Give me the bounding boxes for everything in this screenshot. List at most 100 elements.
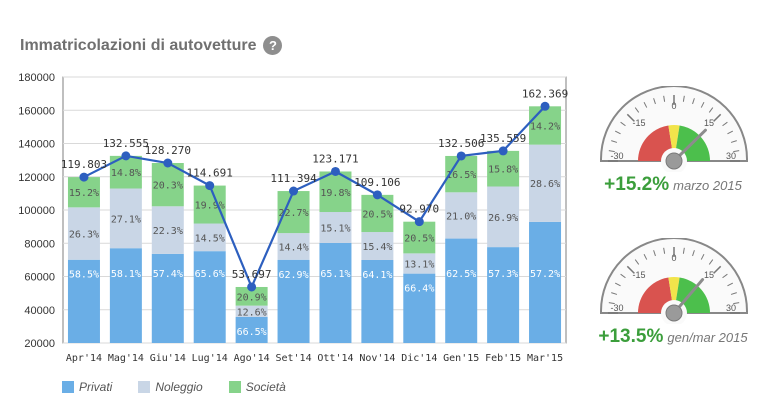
gauge-caption-ytd: +13.5% gen/mar 2015 <box>593 326 753 348</box>
bar-noleggio <box>235 305 268 317</box>
gauge-period-ytd: gen/mar 2015 <box>667 330 748 345</box>
bar-percent-label: 14.4% <box>278 242 308 253</box>
y-tick-label: 60000 <box>24 272 55 284</box>
y-tick-label: 160000 <box>18 105 55 117</box>
legend-item-societa[interactable]: Società <box>228 380 286 394</box>
bar-privati <box>235 316 268 343</box>
bar-societ <box>487 150 520 187</box>
help-icon[interactable]: ? <box>263 36 283 55</box>
bar-noleggio <box>529 144 562 222</box>
total-value-label: 53.697 <box>232 268 272 281</box>
gauge-tick <box>643 253 648 260</box>
gauge-tick <box>727 130 734 135</box>
gauge-tick <box>663 95 666 102</box>
gauge-dial-ytd: -30 -15 0 15 30 <box>600 238 748 324</box>
y-tick-label: 100000 <box>18 205 55 217</box>
gauge-tick <box>700 101 705 108</box>
gauge-band-yellow <box>668 125 680 161</box>
bar-noleggio <box>151 206 184 254</box>
x-tick-label: Dic'14 <box>401 353 437 364</box>
bar-percent-label: 26.3% <box>69 230 99 241</box>
bar-noleggio <box>193 223 226 252</box>
gauge-ytd: -30 -15 0 15 30 +13.5% gen/mar 2015 <box>593 238 753 348</box>
gauge-tick <box>611 140 618 143</box>
total-point <box>540 101 550 111</box>
gauge-tick <box>653 250 656 257</box>
gauge-tick <box>634 259 640 265</box>
total-point <box>79 172 89 182</box>
gauge-tick <box>634 107 640 113</box>
gauge-tick <box>608 150 615 153</box>
bar-percent-label: 15.8% <box>488 165 518 176</box>
legend-swatch-noleggio <box>138 381 151 393</box>
gauge-value-ytd: +13.5% <box>598 326 664 347</box>
total-value-label: 123.171 <box>312 152 358 165</box>
y-tick-label: 120000 <box>18 172 55 184</box>
gauge-tick <box>713 113 722 122</box>
x-tick-label: Mar'15 <box>527 353 563 364</box>
gauge-hub <box>665 304 683 322</box>
bar-percent-label: 12.6% <box>237 307 267 318</box>
bar-percent-label: 20.3% <box>153 181 183 192</box>
gauge-tick <box>682 95 685 102</box>
y-tick-label: 180000 <box>18 72 55 84</box>
bar-percent-label: 66.5% <box>237 327 267 338</box>
bar-noleggio <box>445 192 478 239</box>
bar-societ <box>277 191 310 234</box>
legend-item-noleggio[interactable]: Noleggio <box>138 380 203 394</box>
gauge-scale-label: -30 <box>610 151 623 161</box>
gauge-face <box>600 86 748 162</box>
bar-percent-label: 66.4% <box>404 284 434 295</box>
total-point <box>330 166 340 176</box>
gauge-scale-label: 15 <box>704 118 714 128</box>
gauge-tick <box>700 253 705 260</box>
total-point <box>205 181 215 191</box>
x-tick-label: Nov'14 <box>359 353 395 364</box>
total-point <box>456 151 466 161</box>
gauge-dial-monthly: -30 -15 0 15 30 <box>600 86 748 172</box>
legend-item-privati[interactable]: Privati <box>62 380 112 394</box>
legend-label-societa: Società <box>245 380 286 394</box>
bar-percent-label: 22.3% <box>153 226 183 237</box>
bar-noleggio <box>487 186 520 248</box>
gauge-scale-label: -30 <box>610 303 623 313</box>
bar-percent-label: 16.5% <box>446 170 476 181</box>
gauge-scale-label: 0 <box>671 101 676 111</box>
bar-percent-label: 57.2% <box>530 269 560 280</box>
gauge-tick <box>643 101 648 108</box>
bar-percent-label: 58.1% <box>111 269 141 280</box>
gauge-scale-label: 30 <box>726 303 736 313</box>
total-value-label: 119.803 <box>61 158 107 171</box>
bar-privati <box>109 248 142 343</box>
bar-percent-label: 15.2% <box>69 188 99 199</box>
bar-percent-label: 20.5% <box>404 234 434 245</box>
gauge-value-monthly: +15.2% <box>604 174 670 195</box>
gauge-scale-label: 0 <box>671 253 676 263</box>
gauge-tick <box>611 292 618 295</box>
x-tick-label: Apr'14 <box>66 353 102 364</box>
total-point <box>247 282 257 292</box>
bar-noleggio <box>361 232 394 260</box>
x-tick-label: Set'14 <box>275 353 311 364</box>
chart-legend: Privati Noleggio Società <box>62 380 286 394</box>
chart-title: Immatricolazioni di autovetture ? <box>20 36 283 55</box>
gauge-scale-label: -15 <box>632 118 645 128</box>
y-tick-label: 40000 <box>24 305 55 317</box>
bar-percent-label: 57.3% <box>488 269 518 280</box>
bar-privati <box>277 259 310 343</box>
total-point <box>414 217 424 227</box>
bar-percent-label: 57.4% <box>153 269 183 280</box>
gauge-caption-monthly: +15.2% marzo 2015 <box>593 174 753 196</box>
chart-title-text: Immatricolazioni di autovetture <box>20 36 257 54</box>
gauge-scale-label: 30 <box>726 151 736 161</box>
gauge-tick <box>708 107 714 113</box>
bar-societ <box>403 221 436 254</box>
gauge-tick <box>653 98 656 105</box>
x-tick-label: Mag'14 <box>108 353 144 364</box>
bar-noleggio <box>109 188 142 249</box>
gauge-tick <box>614 130 621 135</box>
gauge-tick <box>620 273 626 279</box>
bar-percent-label: 65.1% <box>320 269 350 280</box>
bar-percent-label: 20.9% <box>237 292 267 303</box>
total-value-label: 92.970 <box>399 203 439 216</box>
